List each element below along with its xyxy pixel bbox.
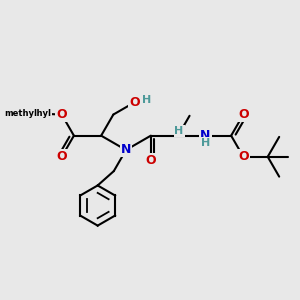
Text: N: N xyxy=(200,129,211,142)
Text: H: H xyxy=(174,126,184,136)
Text: O: O xyxy=(56,108,67,121)
Text: methyl: methyl xyxy=(18,109,51,118)
Text: methyl: methyl xyxy=(4,109,37,118)
Text: H: H xyxy=(201,138,210,148)
Text: H: H xyxy=(142,95,152,105)
Text: O: O xyxy=(238,150,249,163)
Text: O: O xyxy=(238,108,249,121)
Text: O: O xyxy=(129,96,140,109)
Text: O: O xyxy=(56,150,67,163)
Text: N: N xyxy=(121,143,131,157)
Text: O: O xyxy=(146,154,156,166)
